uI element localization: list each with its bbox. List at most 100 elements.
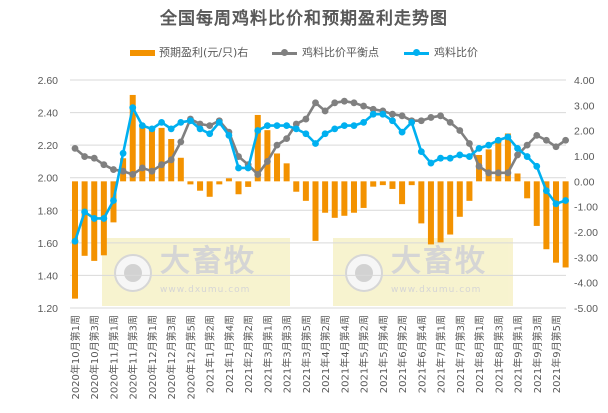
right-axis-tick-label: -5.00	[574, 303, 598, 315]
right-axis-tick-label: 1.00	[574, 151, 595, 163]
bar-profit	[524, 181, 531, 199]
right-axis-tick-label: 2.00	[574, 126, 595, 138]
point-breakeven	[514, 151, 521, 159]
bar-profit	[514, 173, 521, 182]
bar-profit	[216, 181, 223, 185]
point-ratio	[321, 130, 329, 138]
bar-profit	[533, 181, 540, 226]
legend-item-ratio: 鸡料比价	[404, 46, 478, 60]
point-ratio	[398, 128, 406, 136]
bar-profit	[466, 181, 473, 201]
point-breakeven	[340, 97, 348, 105]
bar-profit	[312, 181, 319, 241]
bar-profit	[197, 181, 204, 191]
bar-profit	[543, 181, 550, 250]
bar-profit	[177, 157, 184, 182]
legend-label: 鸡料比价	[434, 46, 478, 59]
point-ratio	[81, 208, 89, 216]
point-ratio	[196, 125, 204, 133]
point-breakeven	[138, 164, 146, 172]
point-ratio	[389, 117, 396, 125]
point-ratio	[340, 122, 348, 129]
point-ratio	[494, 136, 502, 144]
point-ratio	[158, 118, 165, 126]
x-axis-tick-label: 2021年8月第3周	[492, 315, 505, 393]
point-breakeven	[158, 161, 165, 169]
left-axis-tick-label: 1.80	[38, 205, 59, 217]
point-ratio	[475, 145, 483, 152]
watermark-text-group: 大畜牧 www.dxumu.com	[160, 244, 256, 296]
point-breakeven	[331, 99, 339, 107]
watermark: 大畜牧 www.dxumu.com	[102, 238, 290, 306]
bar-profit	[553, 181, 559, 263]
point-breakeven	[264, 158, 271, 165]
bar-profit	[254, 114, 261, 182]
point-breakeven	[523, 141, 531, 149]
bar-profit	[341, 181, 348, 216]
right-axis-tick-label: 0.00	[574, 176, 595, 188]
bar-profit	[245, 181, 252, 187]
bar-profit	[264, 130, 271, 182]
x-axis-tick-label: 2021年7月第1周	[435, 315, 448, 393]
line-breakeven	[74, 99, 567, 176]
bar-profit	[562, 181, 569, 268]
point-breakeven	[533, 131, 541, 139]
bar-profit	[485, 149, 492, 182]
point-ratio	[523, 153, 531, 160]
bar-profit	[379, 181, 386, 186]
right-axis-tick-label: 3.00	[574, 100, 595, 112]
point-breakeven	[485, 169, 493, 177]
point-ratio	[331, 125, 339, 133]
bar-profit	[206, 181, 213, 197]
point-ratio	[292, 125, 300, 133]
x-axis-tick-label: 2021年6月第4周	[415, 315, 428, 393]
point-breakeven	[206, 122, 214, 129]
point-breakeven	[360, 102, 367, 110]
point-ratio	[177, 118, 185, 126]
point-breakeven	[427, 114, 435, 121]
right-axis-tick-label: -1.00	[574, 202, 598, 214]
x-axis-tick-label: 2021年5月第4周	[377, 315, 390, 393]
bar-profit	[322, 181, 329, 213]
legend-item-profit: 预期盈利(元/只)右	[130, 46, 248, 60]
legend-item-breakeven: 鸡料比价平衡点	[272, 46, 379, 60]
point-breakeven	[542, 136, 550, 144]
point-ratio	[369, 110, 377, 118]
x-axis-tick-label: 2021年3月第5周	[300, 315, 313, 393]
point-ratio	[119, 149, 127, 157]
x-axis-tick-label: 2020年11月第1周	[107, 315, 120, 400]
point-ratio	[504, 133, 512, 141]
x-axis-tick-label: 2020年12月第5周	[184, 315, 197, 400]
point-breakeven	[562, 136, 570, 144]
bar-profit	[129, 94, 136, 182]
point-ratio	[129, 104, 137, 112]
point-ratio	[100, 215, 108, 222]
bar-profit	[370, 181, 377, 187]
point-ratio	[138, 122, 146, 129]
x-axis-tick-label: 2021年9月第5周	[550, 315, 563, 393]
left-axis-tick-label: 2.20	[38, 140, 59, 152]
watermark-brand: 大畜牧	[391, 244, 487, 279]
left-axis-tick-label: 1.60	[38, 238, 59, 250]
point-ratio	[350, 122, 358, 129]
point-ratio	[427, 159, 435, 167]
point-ratio	[466, 153, 473, 160]
bar-profit	[139, 125, 146, 182]
x-axis-tick-label: 2021年4月第2周	[319, 315, 332, 393]
bar-profit	[495, 138, 502, 182]
watermark-brand: 大畜牧	[160, 244, 256, 279]
bar-profit	[235, 181, 242, 195]
watermark-url: www.dxumu.com	[391, 285, 482, 295]
bar-profit	[399, 181, 406, 205]
left-axis-tick-label: 1.40	[38, 270, 59, 282]
point-breakeven	[321, 107, 329, 115]
point-ratio	[533, 162, 541, 170]
point-ratio	[408, 118, 416, 126]
point-ratio	[167, 125, 175, 133]
bar-profit	[408, 181, 415, 186]
point-ratio	[552, 200, 560, 208]
x-axis-tick-label: 2021年2月第2周	[242, 315, 255, 393]
bar-profit	[225, 178, 232, 182]
point-ratio	[254, 127, 262, 134]
